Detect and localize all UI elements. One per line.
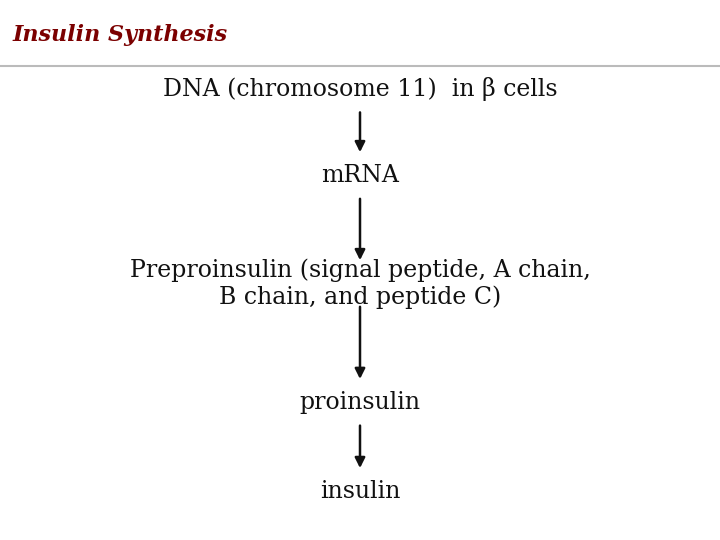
Text: DNA (chromosome 11)  in β cells: DNA (chromosome 11) in β cells <box>163 77 557 101</box>
Text: mRNA: mRNA <box>321 164 399 187</box>
Text: Insulin Synthesis: Insulin Synthesis <box>13 24 228 46</box>
Text: proinsulin: proinsulin <box>300 391 420 414</box>
Text: insulin: insulin <box>320 480 400 503</box>
Text: Preproinsulin (signal peptide, A chain,
B chain, and peptide C): Preproinsulin (signal peptide, A chain, … <box>130 258 590 309</box>
